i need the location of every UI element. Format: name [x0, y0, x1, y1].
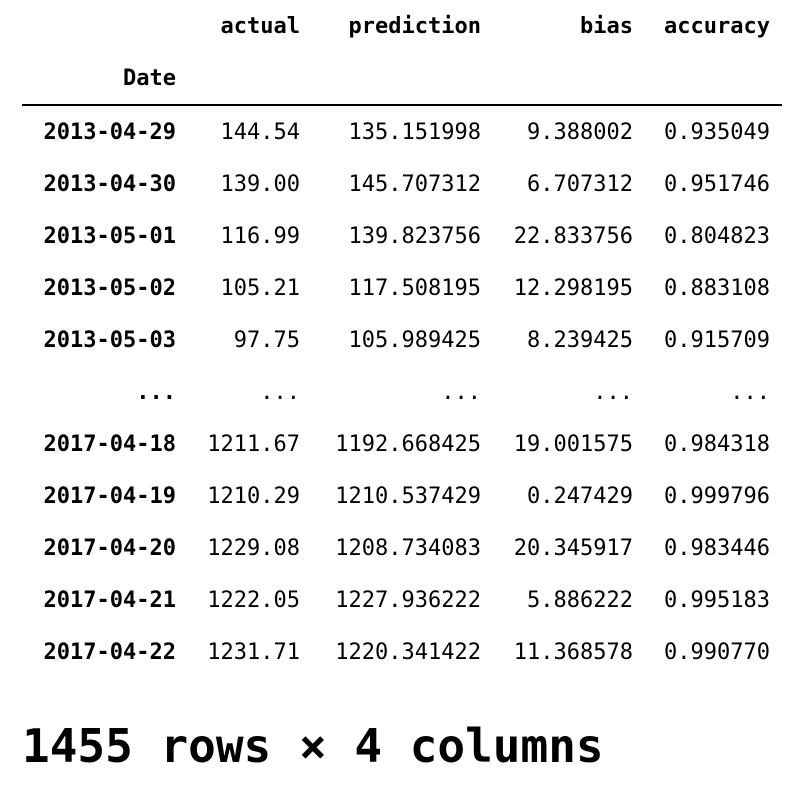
cell-actual: 1211.67	[207, 431, 300, 457]
cell-accuracy: 0.883108	[664, 275, 770, 301]
cell-bias: 0.247429	[527, 483, 633, 509]
cell-accuracy: 0.935049	[664, 119, 770, 145]
cell-prediction: 1220.341422	[335, 639, 481, 665]
cell-actual: 1231.71	[207, 639, 300, 665]
table-row: 2017-04-19 1210.29 1210.537429 0.247429 0.99…	[22, 470, 782, 522]
cell-bias: 22.833756	[513, 223, 633, 249]
cell-prediction: 105.989425	[348, 327, 481, 353]
column-header-actual: actual	[220, 13, 300, 39]
cell-prediction: 117.508195	[348, 275, 481, 301]
column-header-bias: bias	[580, 13, 633, 39]
cell-prediction: 1208.734083	[335, 535, 481, 561]
cell-actual: 1210.29	[207, 483, 300, 509]
table-header: actual prediction bias accuracy Date	[22, 0, 782, 106]
index-name-label: Date	[22, 52, 188, 106]
cell-bias: 6.707312	[527, 171, 633, 197]
column-header-row: actual prediction bias accuracy	[22, 0, 782, 52]
table-row: 2017-04-18 1211.67 1192.668425 19.001575 0.9…	[22, 418, 782, 470]
cell-actual: 105.21	[220, 275, 300, 301]
cell-prediction: ...	[441, 379, 481, 405]
dataframe-table: actual prediction bias accuracy Date 201…	[22, 0, 782, 678]
cell-prediction: 1227.936222	[335, 587, 481, 613]
table-row: 2013-05-02 105.21 117.508195 12.298195 0.883…	[22, 262, 782, 314]
cell-bias: 9.388002	[527, 119, 633, 145]
table-row: 2013-05-03 97.75 105.989425 8.239425 0.91570…	[22, 314, 782, 366]
cell-prediction: 1192.668425	[335, 431, 481, 457]
cell-actual: 97.75	[233, 327, 300, 353]
row-index-cell: 2013-05-02	[43, 275, 176, 301]
row-index-cell: 2013-05-03	[43, 327, 176, 353]
cell-actual: 139.00	[220, 171, 300, 197]
column-header-prediction: prediction	[348, 13, 481, 39]
index-name-row: Date	[22, 52, 782, 106]
table-body: 2013-04-29 144.54 135.151998 9.388002 0.9350…	[22, 105, 782, 678]
table-row: 2013-05-01 116.99 139.823756 22.833756 0.804…	[22, 210, 782, 262]
cell-accuracy: 0.990770	[664, 639, 770, 665]
cell-accuracy: 0.995183	[664, 587, 770, 613]
cell-bias: 19.001575	[513, 431, 633, 457]
row-index-cell: 2013-05-01	[43, 223, 176, 249]
cell-accuracy: 0.804823	[664, 223, 770, 249]
cell-actual: 144.54	[220, 119, 300, 145]
empty-header-cell	[312, 52, 493, 106]
row-index-cell: 2017-04-18	[43, 431, 176, 457]
cell-bias: 20.345917	[513, 535, 633, 561]
cell-bias: 8.239425	[527, 327, 633, 353]
table-row: 2013-04-29 144.54 135.151998 9.388002 0.9350…	[22, 105, 782, 158]
table-row: 2013-04-30 139.00 145.707312 6.707312 0.9517…	[22, 158, 782, 210]
row-index-cell: 2017-04-19	[43, 483, 176, 509]
cell-accuracy: 0.915709	[664, 327, 770, 353]
table-row: 2017-04-21 1222.05 1227.936222 5.886222 0.99…	[22, 574, 782, 626]
row-index-cell: ...	[136, 379, 176, 405]
cell-bias: 12.298195	[513, 275, 633, 301]
row-index-cell: 2017-04-20	[43, 535, 176, 561]
cell-accuracy: 0.984318	[664, 431, 770, 457]
row-index-cell: 2013-04-30	[43, 171, 176, 197]
table-row: 2017-04-20 1229.08 1208.734083 20.345917 0.9…	[22, 522, 782, 574]
dataframe-shape-caption: 1455 rows × 4 columns	[22, 719, 604, 773]
row-index-cell: 2017-04-21	[43, 587, 176, 613]
cell-prediction: 145.707312	[348, 171, 481, 197]
dataframe-output: actual prediction bias accuracy Date 201…	[22, 0, 782, 678]
cell-accuracy: 0.999796	[664, 483, 770, 509]
cell-actual: 116.99	[220, 223, 300, 249]
cell-prediction: 135.151998	[348, 119, 481, 145]
row-index-cell: 2013-04-29	[43, 119, 176, 145]
cell-accuracy: 0.951746	[664, 171, 770, 197]
cell-prediction: 1210.537429	[335, 483, 481, 509]
cell-bias: 11.368578	[513, 639, 633, 665]
cell-prediction: 139.823756	[348, 223, 481, 249]
table-row: 2017-04-22 1231.71 1220.341422 11.368578 0.9…	[22, 626, 782, 678]
table-row: ...............	[22, 366, 782, 418]
cell-actual: ...	[260, 379, 300, 405]
cell-bias: ...	[593, 379, 633, 405]
cell-bias: 5.886222	[527, 587, 633, 613]
column-header-accuracy: accuracy	[664, 13, 770, 39]
empty-header-cell	[493, 52, 645, 106]
cell-accuracy: 0.983446	[664, 535, 770, 561]
index-corner-cell	[22, 0, 188, 52]
row-index-cell: 2017-04-22	[43, 639, 176, 665]
empty-header-cell	[188, 52, 312, 106]
cell-actual: 1222.05	[207, 587, 300, 613]
cell-actual: 1229.08	[207, 535, 300, 561]
cell-accuracy: ...	[730, 379, 770, 405]
empty-header-cell	[645, 52, 782, 106]
